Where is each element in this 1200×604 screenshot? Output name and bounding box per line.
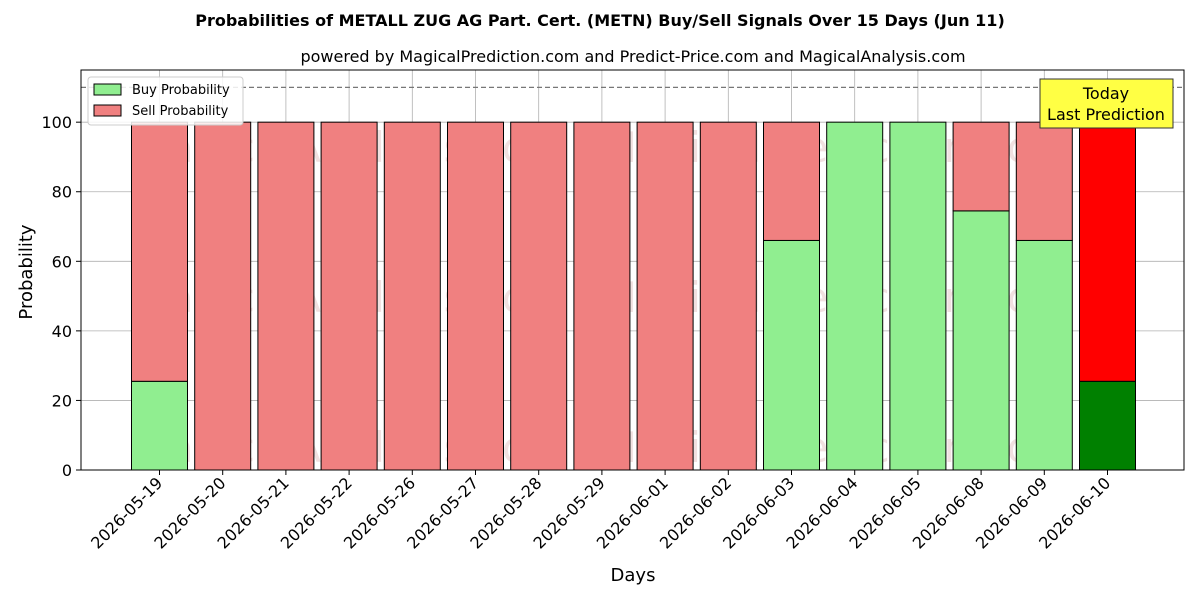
- legend-swatch: [93, 104, 122, 117]
- legend-swatch: [93, 83, 122, 96]
- buy-bar: [763, 239, 820, 471]
- sell-bar: [257, 121, 315, 471]
- legend: Buy Probability Sell Probability: [87, 76, 244, 126]
- sell-bar: [510, 121, 568, 471]
- legend-box: [87, 76, 244, 126]
- sell-bar: [320, 121, 378, 471]
- bars-layer: [81, 86, 1184, 471]
- sell-bar: [1015, 121, 1073, 241]
- sell-bar: [573, 121, 631, 471]
- y-axis-label: Probability: [16, 224, 37, 319]
- sell-bar: [636, 121, 694, 471]
- buy-bar: [952, 210, 1010, 471]
- y-tick-label: 0: [62, 461, 72, 480]
- legend-label: Sell Probability: [132, 104, 229, 119]
- annotation-text: Last Prediction: [1047, 105, 1165, 124]
- sell-bar: [194, 121, 252, 471]
- chart-subtitle: powered by MagicalPrediction.com and Pre…: [300, 47, 965, 66]
- sell-bar: [699, 121, 757, 471]
- sell-bar: [952, 121, 1010, 212]
- buy-bar: [889, 121, 947, 471]
- buy-bar: [826, 121, 884, 471]
- y-tick-label: 40: [52, 322, 72, 341]
- legend-label: Buy Probability: [132, 83, 230, 98]
- buy-bar: [1079, 380, 1136, 471]
- y-tick-label: 60: [52, 252, 72, 271]
- buy-bar: [1015, 239, 1073, 471]
- y-tick-label: 80: [52, 183, 72, 202]
- chart-title: Probabilities of METALL ZUG AG Part. Cer…: [195, 11, 1005, 30]
- sell-bar: [447, 121, 504, 471]
- annotation-box: [1039, 78, 1174, 129]
- sell-bar: [131, 121, 188, 382]
- today-annotation: Today Last Prediction: [1039, 78, 1174, 129]
- y-tick-label: 100: [41, 113, 72, 132]
- plot-frame: [80, 69, 1185, 471]
- sell-bar: [763, 121, 820, 241]
- buy-bar: [131, 380, 188, 471]
- y-tick-label: 20: [52, 391, 72, 410]
- annotation-text: Today: [1082, 84, 1129, 103]
- sell-bar: [383, 121, 441, 471]
- x-axis-label: Days: [611, 565, 656, 586]
- sell-bar: [1079, 121, 1136, 382]
